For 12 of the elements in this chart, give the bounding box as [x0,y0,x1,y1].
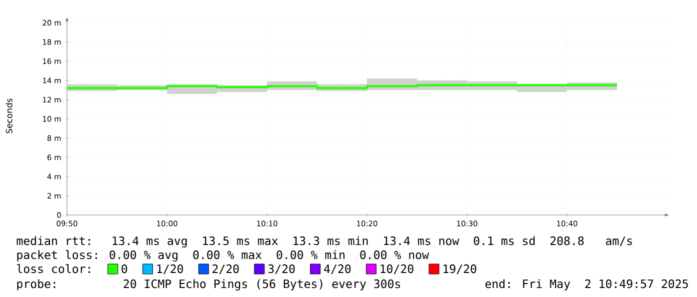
text: median rtt: 13.4 ms avg 13.5 ms max 13.3 ms min 13.4 ms now 0.1 ms sd 208.8 am/s [16,236,632,248]
legend-label: 10/20 [380,264,414,274]
legend-label: 19/20 [444,264,476,274]
legend-label: 2/20 [212,264,239,274]
legend-label: 4/20 [324,264,351,274]
legend-label: 3/20 [268,264,295,274]
legend-label: 0 [122,264,128,274]
y-axis-title: Seconds [6,98,12,134]
text: packet loss: 0.00 % avg 0.00 % max 0.00 % min 0.00 % now [17,250,430,262]
legend-label: 1/20 [157,264,183,274]
legend-title: loss color: [17,264,90,274]
text: probe: 20 ICMP Echo Pings (56 Bytes) every 300s end: Fri May 2 10:49:57 2025 [17,279,688,290]
